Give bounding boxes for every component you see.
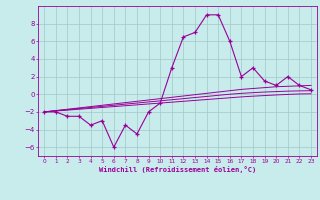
X-axis label: Windchill (Refroidissement éolien,°C): Windchill (Refroidissement éolien,°C) (99, 166, 256, 173)
